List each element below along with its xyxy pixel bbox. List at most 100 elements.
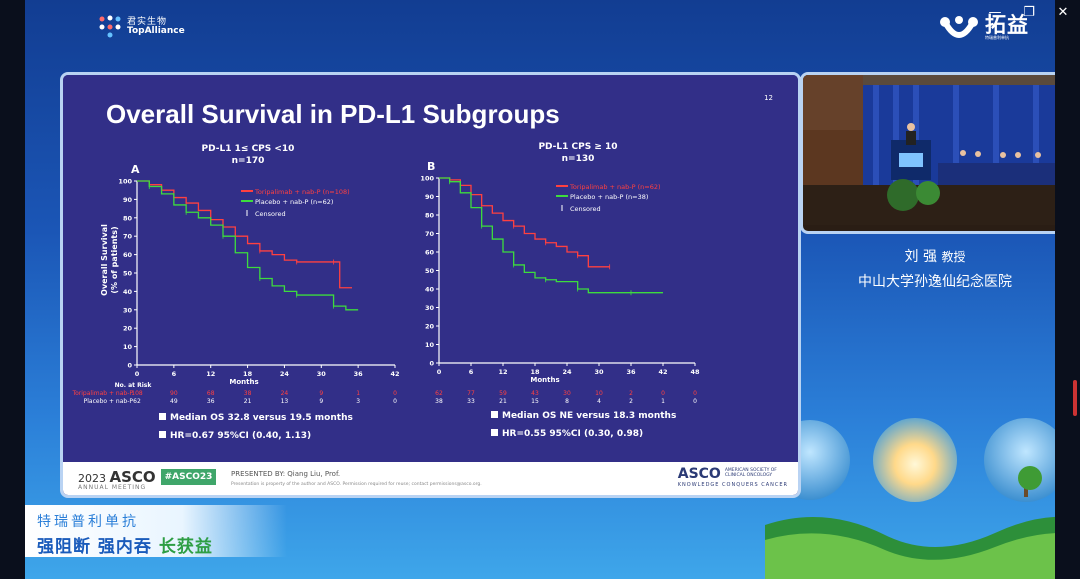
- y-tick-label: 80: [425, 212, 435, 220]
- panel-a-letter: A: [131, 163, 140, 176]
- presented-by: PRESENTED BY: Qiang Liu, Prof.: [231, 470, 341, 478]
- legend-a-toripalimab: Toripalimab + nab-P (n=108): [254, 188, 350, 196]
- panel-a-curves: [137, 180, 359, 311]
- tuoyi-cn: 拓益: [985, 12, 1029, 37]
- risk-value-toripalimab: 1: [356, 390, 360, 397]
- banner-line2b: 长获益: [158, 537, 213, 557]
- close-button[interactable]: ✕: [1057, 4, 1069, 20]
- asco-logo-text: ASCO: [677, 466, 721, 482]
- legend-b-toripalimab: Toripalimab + nab-P (n=62): [569, 183, 661, 191]
- risk-value-placebo: 33: [467, 398, 475, 405]
- x-tick-label: 24: [562, 368, 572, 376]
- banner-line2a: 强阻断 强内吞: [37, 537, 152, 557]
- x-tick-label: 6: [469, 368, 474, 376]
- speaker-caption: 刘 强 教授 中山大学孙逸仙纪念医院: [802, 246, 1055, 291]
- panel-b-hr: HR=0.55 95%CI (0.30, 0.98): [502, 429, 643, 439]
- checkbox-icon: [159, 413, 166, 420]
- y-tick-label: 50: [123, 270, 133, 278]
- risk-value-placebo: 49: [170, 398, 178, 405]
- slide-panel: Overall Survival in PD-L1 Subgroups 12 P…: [60, 72, 801, 498]
- y-tick-label: 0: [127, 362, 132, 370]
- x-tick-label: 18: [243, 370, 253, 378]
- risk-value-placebo: 2: [629, 398, 633, 405]
- x-tick-label: 48: [690, 368, 700, 376]
- x-tick-label: 12: [206, 370, 215, 378]
- legend-a-censored: Censored: [255, 210, 286, 218]
- asco-annual-meeting: ANNUAL MEETING: [78, 484, 147, 491]
- risk-value-toripalimab: 62: [435, 390, 443, 397]
- asco-society-logo: ASCO AMERICAN SOCIETY OF CLINICAL ONCOLO…: [678, 466, 788, 488]
- x-tick-label: 30: [594, 368, 604, 376]
- risk-value-placebo: 4: [597, 398, 601, 405]
- minimize-button[interactable]: —: [988, 4, 1002, 20]
- risk-value-toripalimab: 43: [531, 390, 539, 397]
- y-tick-label: 90: [425, 193, 435, 201]
- risk-value-toripalimab: 90: [170, 390, 178, 397]
- risk-label-placebo: Placebo + nab-P: [84, 398, 134, 405]
- risk-value-toripalimab: 2: [629, 390, 633, 397]
- y-tick-label: 70: [425, 230, 435, 238]
- panel-a-median: Median OS 32.8 versus 19.5 months: [170, 413, 353, 423]
- panel-a-risk-table: 108 90 68 38 24 9 1 0 62 49 36 21 13 9 3 0: [131, 390, 397, 405]
- y-tick-label: 40: [425, 286, 435, 294]
- y-tick-label: 10: [123, 343, 133, 351]
- risk-value-placebo: 8: [565, 398, 569, 405]
- y-tick-label: 50: [425, 267, 435, 275]
- banner-line1: 特瑞普利单抗: [37, 514, 139, 530]
- risk-value-placebo: 3: [356, 398, 360, 405]
- panel-a-hr: HR=0.67 95%CI (0.40, 1.13): [170, 431, 311, 441]
- risk-value-toripalimab: 59: [499, 390, 507, 397]
- asco-society-name: AMERICAN SOCIETY OF CLINICAL ONCOLOGY: [724, 468, 777, 478]
- risk-value-placebo: 9: [319, 398, 323, 405]
- topalliance-logo: 君实生物 TopAlliance: [97, 14, 185, 40]
- slide-number: 12: [764, 94, 773, 102]
- x-tick-label: 0: [135, 370, 140, 378]
- x-tick-label: 36: [626, 368, 636, 376]
- app-frame: 君实生物 TopAlliance 拓益 特瑞普利单抗: [25, 0, 1055, 579]
- x-tick-label: 0: [437, 368, 442, 376]
- y-tick-label: 20: [425, 323, 435, 331]
- y-tick-label: 10: [425, 341, 435, 349]
- tuoyi-logo-icon: [940, 16, 978, 38]
- x-tick-label: 36: [354, 370, 364, 378]
- risk-value-toripalimab: 77: [467, 390, 475, 397]
- panel-b-curves: [439, 177, 663, 296]
- asco-tagline: KNOWLEDGE CONQUERS CANCER: [677, 482, 788, 488]
- risk-value-placebo: 38: [435, 398, 443, 405]
- risk-header: No. at Risk: [115, 382, 153, 389]
- x-tick-label: 6: [172, 370, 177, 378]
- y-tick-label: 30: [123, 306, 133, 314]
- risk-value-toripalimab: 0: [393, 390, 397, 397]
- risk-value-placebo: 0: [693, 398, 697, 405]
- asco-year: 2023: [78, 472, 106, 485]
- risk-label-toripalimab: Toripalimab + nab-P: [71, 390, 133, 397]
- panel-b-heading: PD-L1 CPS ≥ 10: [538, 142, 617, 152]
- risk-value-toripalimab: 0: [693, 390, 697, 397]
- risk-value-placebo: 21: [499, 398, 507, 405]
- y-tick-label: 30: [425, 304, 435, 312]
- y-tick-label: 60: [123, 251, 133, 259]
- checkbox-icon: [491, 411, 498, 418]
- conference-stage-image: [803, 75, 1055, 225]
- risk-value-placebo: 21: [244, 398, 252, 405]
- y-tick-label: 70: [123, 233, 133, 241]
- panel-a-n: n=170: [232, 156, 265, 166]
- y-tick-label: 100: [420, 175, 434, 183]
- topalliance-en: TopAlliance: [127, 26, 185, 36]
- y-axis-title: Overall Survival: [100, 224, 109, 296]
- risk-value-toripalimab: 38: [244, 390, 252, 397]
- maximize-button[interactable]: ❐: [1023, 4, 1035, 20]
- y-tick-label: 100: [118, 178, 132, 186]
- sun-orb: [873, 418, 957, 502]
- hashtag-badge: #ASCO23: [161, 469, 216, 485]
- y-tick-label: 0: [429, 360, 434, 368]
- risk-value-placebo: 15: [531, 398, 539, 405]
- x-axis-title: Months: [229, 378, 258, 386]
- legend-b-censored: Censored: [570, 205, 601, 213]
- panel-b-median: Median OS NE versus 18.3 months: [502, 411, 676, 421]
- risk-value-toripalimab: 68: [207, 390, 215, 397]
- tuoyi-logo: 拓益 特瑞普利单抗: [939, 14, 1029, 40]
- y-tick-label: 80: [123, 214, 133, 222]
- risk-value-toripalimab: 10: [595, 390, 603, 397]
